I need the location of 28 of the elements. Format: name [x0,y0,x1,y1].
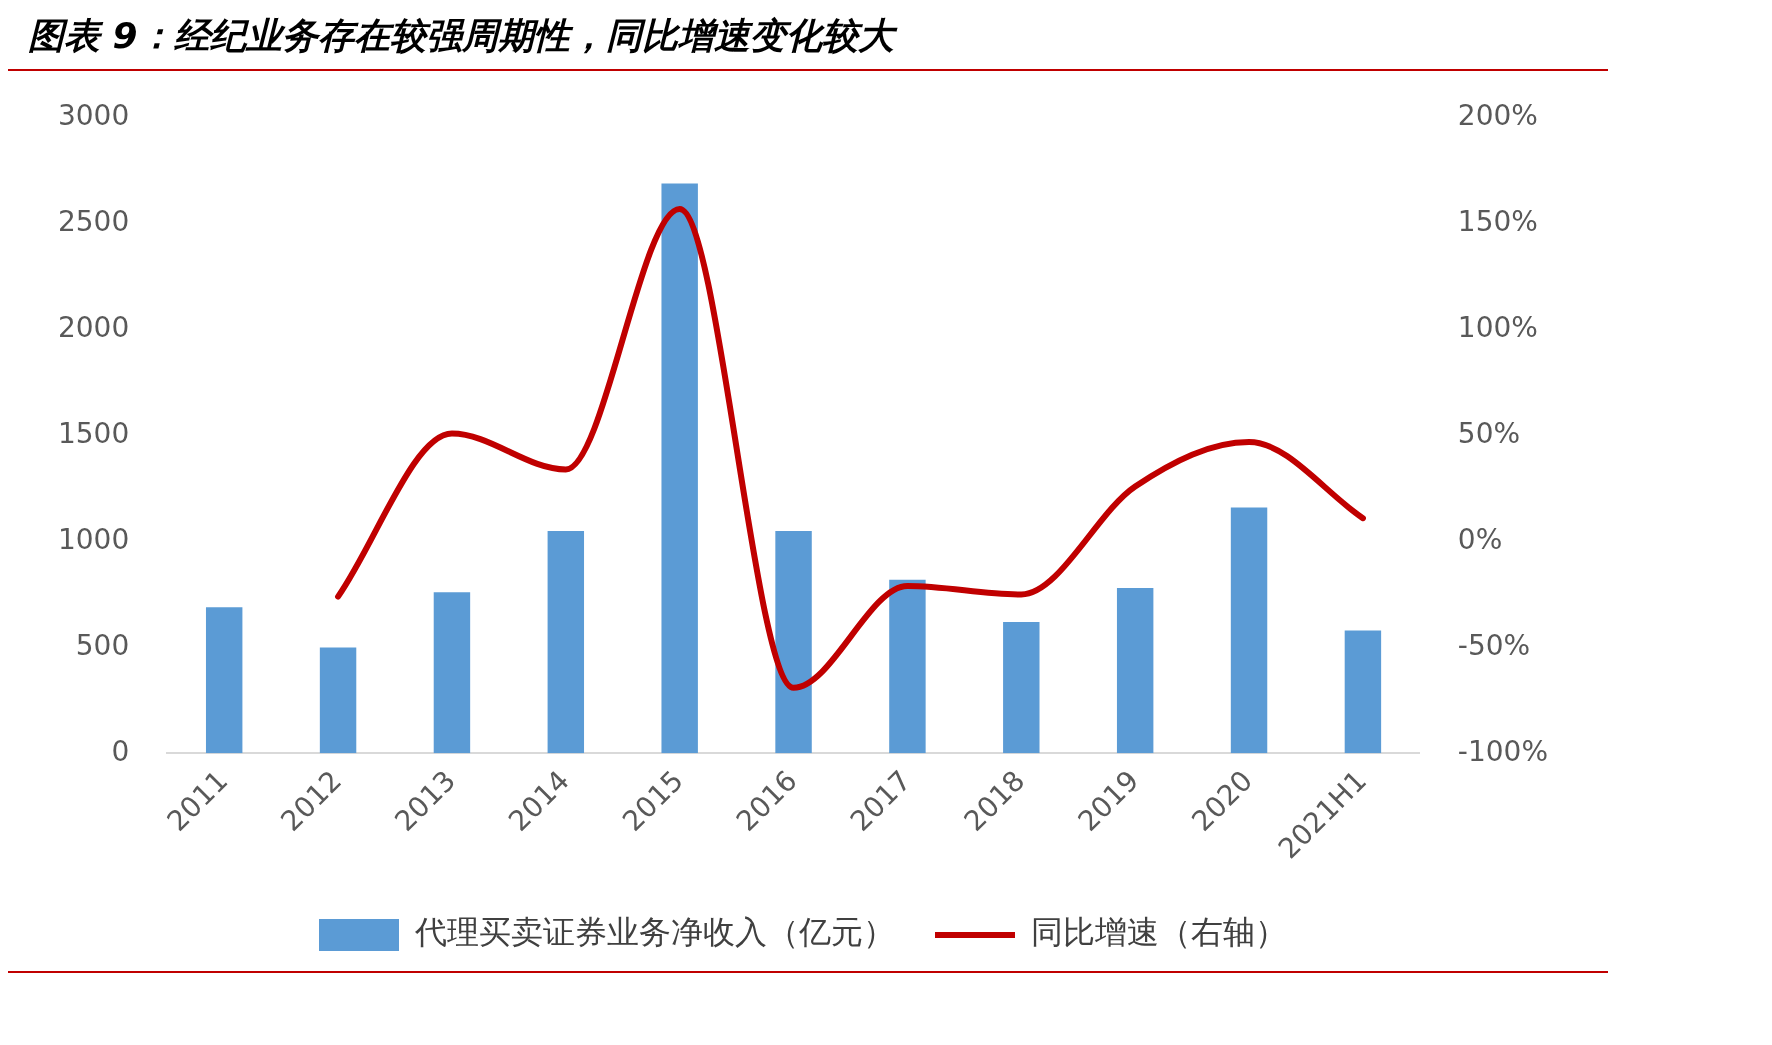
y-tick-label: 0 [111,734,130,768]
y-tick-label: 2500 [57,205,130,239]
bar [319,647,357,754]
bar [547,530,585,754]
y-tick-label: 1500 [57,416,130,450]
y-tick-label: 500 [75,628,130,662]
bar [433,592,471,754]
bar [661,183,698,754]
y2-tick-label: 0% [1457,522,1503,556]
bar [775,530,812,754]
y2-tick-label: -100% [1457,734,1548,768]
y2-tick-label: 200% [1457,99,1538,133]
bar [205,607,243,754]
y2-tick-label: 100% [1457,310,1538,344]
bar [1003,622,1040,754]
y-tick-label: 3000 [57,99,130,133]
chart-title: 图表 9：经纪业务存在较强周期性，同比增速变化较大 [8,8,1608,71]
y2-tick-label: -50% [1457,628,1531,662]
bar [889,579,926,754]
y-tick-label: 1000 [57,522,130,556]
y-tick-label: 2000 [57,310,130,344]
bar [1344,630,1382,754]
y2-tick-label: 150% [1457,205,1538,239]
bar [1230,507,1268,754]
y2-tick-label: 50% [1457,416,1521,450]
bar [1116,588,1154,754]
legend-label: 代理买卖证券业务净收入（亿元） [414,913,895,952]
legend-label: 同比增速（右轴） [1031,913,1287,952]
